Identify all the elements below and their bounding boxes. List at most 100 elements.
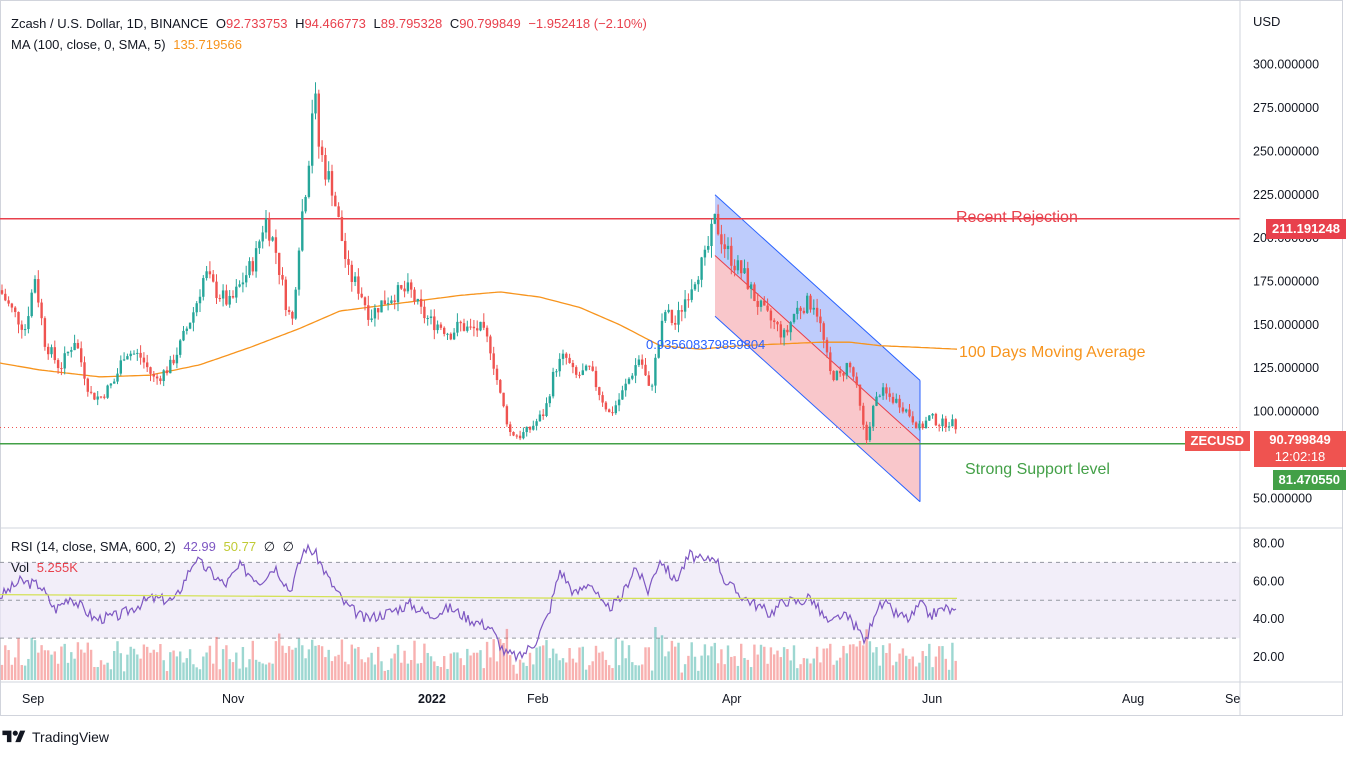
candle-body (637, 359, 641, 366)
candle-body (116, 373, 119, 382)
candle-body (789, 322, 792, 333)
volume-bar (152, 649, 155, 680)
volume-bar (868, 641, 872, 680)
footer[interactable]: TradingView (2, 728, 109, 746)
volume-bar (221, 649, 225, 680)
candle-body (469, 326, 472, 328)
candle-body (875, 396, 878, 406)
volume-bar (740, 643, 743, 680)
candle-body (410, 282, 413, 290)
candle-body (680, 310, 683, 312)
volume-bar (304, 658, 307, 680)
time-tick-label: 2022 (418, 692, 446, 706)
candle-body (697, 279, 700, 285)
volume-bar (532, 664, 535, 680)
volume-bar (934, 656, 938, 680)
candle-body (446, 333, 449, 335)
current-price-tag: 90.799849 12:02:18 (1254, 431, 1346, 467)
candle-body (815, 307, 819, 317)
candle-body (10, 303, 14, 308)
volume-bar (713, 642, 716, 680)
volume-bar (697, 670, 700, 680)
candle-body (584, 365, 588, 371)
volume-bar (756, 654, 759, 680)
candle-body (294, 289, 297, 319)
volume-bar (469, 655, 472, 680)
volume-bar (604, 659, 608, 680)
candle-body (271, 237, 274, 241)
volume-bar (56, 663, 60, 680)
candle-body (185, 328, 188, 331)
volume-bar (502, 642, 505, 680)
candle-body (601, 395, 604, 403)
candle-body (357, 276, 360, 294)
candle-body (307, 165, 311, 197)
candle-body (558, 358, 561, 372)
volume-bar (268, 662, 271, 680)
candle-body (591, 366, 594, 371)
candle-body (911, 416, 914, 423)
price-tick-label: 125.000000 (1253, 361, 1319, 375)
candle-body (93, 392, 96, 400)
candle-body (291, 311, 294, 319)
candle-body (122, 359, 126, 361)
volume-bar (901, 648, 905, 680)
volume-bar (865, 629, 868, 680)
volume-bar (809, 663, 812, 680)
low-value: 89.795328 (380, 16, 443, 31)
volume-bar (726, 645, 730, 680)
candle-body (248, 261, 251, 276)
candle-body (769, 310, 773, 321)
volume-bar (337, 654, 340, 680)
volume-bar (839, 657, 842, 680)
volume-bar (555, 653, 558, 680)
candle-body (149, 367, 152, 374)
volume-bar (608, 665, 611, 680)
candle-body (835, 371, 839, 381)
volume-bar (20, 665, 23, 680)
volume-bar (248, 659, 251, 680)
candle-body (340, 216, 344, 241)
change-value: −1.952418 (−2.10%) (528, 16, 647, 31)
volume-bar (241, 646, 245, 680)
candle-body (353, 276, 357, 282)
volume-bar (548, 658, 551, 680)
volume-bar (307, 649, 311, 680)
volume-bar (169, 652, 172, 680)
volume-bar (509, 655, 512, 680)
candle-body (423, 306, 426, 319)
candle-body (617, 399, 621, 406)
volume-bar (822, 648, 825, 680)
symbol-tag: ZECUSD (1184, 431, 1250, 451)
volume-bar (383, 670, 386, 680)
volume-bar (245, 667, 248, 680)
volume-bar (941, 646, 944, 680)
volume-bar (287, 646, 291, 680)
candle-body (386, 303, 390, 305)
volume-bar (360, 659, 363, 680)
candle-body (608, 409, 611, 413)
volume-bar (370, 652, 373, 680)
candle-body (264, 218, 268, 233)
candle-body (400, 285, 403, 289)
candle-body (693, 284, 697, 290)
volume-bar (456, 652, 459, 680)
volume-bar (786, 649, 789, 680)
volume-bar (142, 644, 146, 680)
candle-body (40, 302, 43, 319)
volume-bar (17, 638, 20, 680)
volume-bar (53, 651, 56, 680)
candle-body (515, 435, 518, 437)
candle-body (495, 368, 499, 381)
candle-body (73, 342, 76, 351)
candle-body (644, 364, 647, 376)
volume-bar (291, 649, 294, 680)
candle-body (611, 412, 614, 414)
volume-bar (93, 667, 96, 680)
candle-body (631, 375, 634, 379)
volume-bar (390, 658, 393, 680)
volume-bar (588, 665, 591, 680)
volume-bar (311, 639, 314, 680)
candle-body (489, 336, 492, 354)
chart-canvas[interactable]: 300.000000 275.000000 250.000000 225.000000… (0, 0, 1343, 716)
